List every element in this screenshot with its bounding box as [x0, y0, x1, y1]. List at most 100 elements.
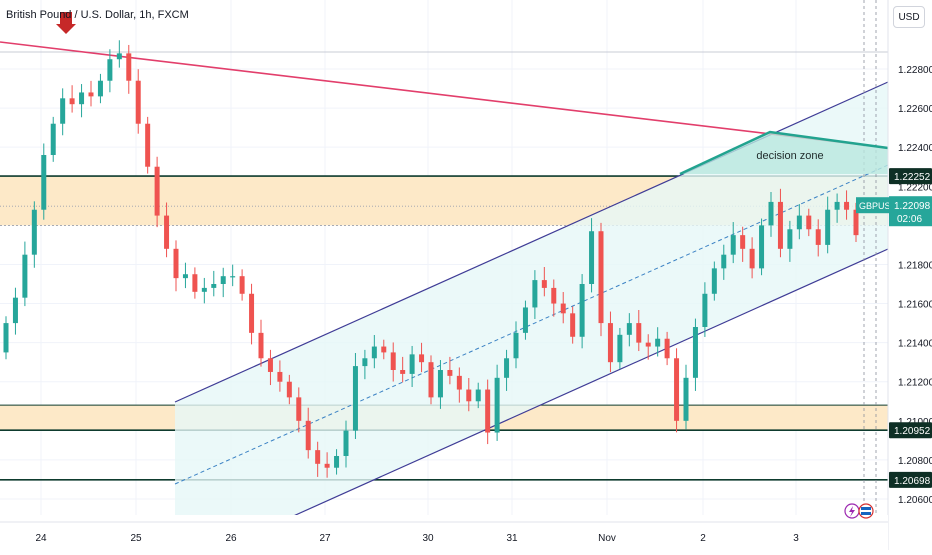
candle[interactable] [768, 191, 774, 237]
time-axis[interactable] [0, 515, 888, 550]
candle[interactable] [79, 84, 85, 118]
candle[interactable] [749, 237, 755, 279]
candle[interactable] [239, 269, 245, 301]
candle[interactable] [437, 360, 443, 409]
candle[interactable] [145, 116, 151, 174]
candle[interactable] [683, 364, 689, 430]
currency-button[interactable]: USD [893, 6, 925, 28]
candle[interactable] [551, 279, 557, 317]
candle[interactable] [796, 204, 802, 240]
candle[interactable] [485, 379, 491, 445]
candle[interactable] [69, 85, 75, 113]
candle[interactable] [655, 327, 661, 357]
candle[interactable] [806, 208, 812, 237]
candle-body [683, 377, 689, 421]
candle[interactable] [31, 201, 37, 268]
candle[interactable] [598, 222, 604, 337]
candle[interactable] [787, 220, 793, 262]
candle[interactable] [626, 313, 632, 347]
candle[interactable] [504, 349, 510, 391]
candle[interactable] [702, 282, 708, 337]
candle[interactable] [315, 441, 321, 477]
candle[interactable] [305, 407, 311, 459]
channel-lower-line[interactable] [279, 248, 889, 523]
candle[interactable] [447, 356, 453, 385]
candle[interactable] [466, 378, 472, 412]
candle[interactable] [164, 202, 170, 258]
candle[interactable] [277, 360, 283, 392]
candle[interactable] [456, 367, 462, 403]
candle[interactable] [116, 40, 122, 68]
candle[interactable] [400, 356, 406, 383]
candle[interactable] [428, 355, 434, 405]
candle[interactable] [88, 80, 94, 107]
candle[interactable] [97, 73, 103, 104]
candle[interactable] [107, 49, 113, 93]
price-axis[interactable] [888, 0, 932, 550]
candle[interactable] [617, 327, 623, 370]
candle[interactable] [532, 270, 538, 319]
candle[interactable] [730, 222, 736, 264]
candle[interactable] [173, 240, 179, 292]
candle[interactable] [570, 306, 576, 344]
candle[interactable] [41, 143, 47, 220]
candle[interactable] [759, 218, 765, 276]
candle[interactable] [419, 342, 425, 373]
candle[interactable] [834, 193, 840, 223]
candle[interactable] [560, 292, 566, 324]
resistance-trendline[interactable] [0, 41, 889, 149]
decision-zone-area[interactable] [680, 132, 888, 174]
candle[interactable] [513, 321, 519, 369]
candle[interactable] [522, 300, 528, 340]
candle[interactable] [201, 277, 207, 304]
candle[interactable] [494, 364, 500, 441]
candle[interactable] [409, 345, 415, 388]
candle[interactable] [192, 267, 198, 299]
candle[interactable] [390, 342, 396, 382]
candle[interactable] [636, 309, 642, 352]
candle[interactable] [135, 69, 141, 134]
candle[interactable] [220, 267, 226, 298]
candle[interactable] [664, 331, 670, 366]
candle[interactable] [22, 241, 28, 307]
candle[interactable] [692, 318, 698, 391]
candle[interactable] [12, 287, 18, 335]
candle[interactable] [60, 88, 66, 136]
candle[interactable] [182, 262, 188, 289]
candle[interactable] [126, 44, 132, 94]
candle[interactable] [711, 261, 717, 301]
candle[interactable] [324, 452, 330, 478]
candle[interactable] [815, 219, 821, 257]
candle[interactable] [286, 374, 292, 405]
candle[interactable] [230, 264, 236, 287]
candle[interactable] [674, 348, 680, 433]
candle[interactable] [334, 449, 340, 475]
candle[interactable] [362, 349, 368, 380]
candle[interactable] [371, 335, 377, 369]
candle[interactable] [50, 116, 56, 162]
candle[interactable] [589, 218, 595, 293]
candle[interactable] [579, 274, 585, 349]
candle[interactable] [777, 188, 783, 258]
candle-body [97, 80, 103, 97]
candle[interactable] [258, 319, 264, 367]
candle[interactable] [267, 349, 273, 386]
candle[interactable] [844, 190, 850, 220]
candle[interactable] [475, 382, 481, 409]
candle[interactable] [296, 387, 302, 433]
candle[interactable] [721, 244, 727, 280]
candle[interactable] [740, 226, 746, 262]
candle[interactable] [343, 420, 349, 468]
candle[interactable] [607, 311, 613, 373]
candle[interactable] [645, 334, 651, 360]
candle[interactable] [541, 266, 547, 297]
candle[interactable] [154, 156, 160, 228]
candle[interactable] [249, 283, 255, 345]
candle[interactable] [3, 316, 9, 360]
candle[interactable] [825, 196, 831, 254]
candle[interactable] [352, 352, 358, 439]
candle[interactable] [211, 270, 217, 297]
candle[interactable] [381, 339, 387, 360]
